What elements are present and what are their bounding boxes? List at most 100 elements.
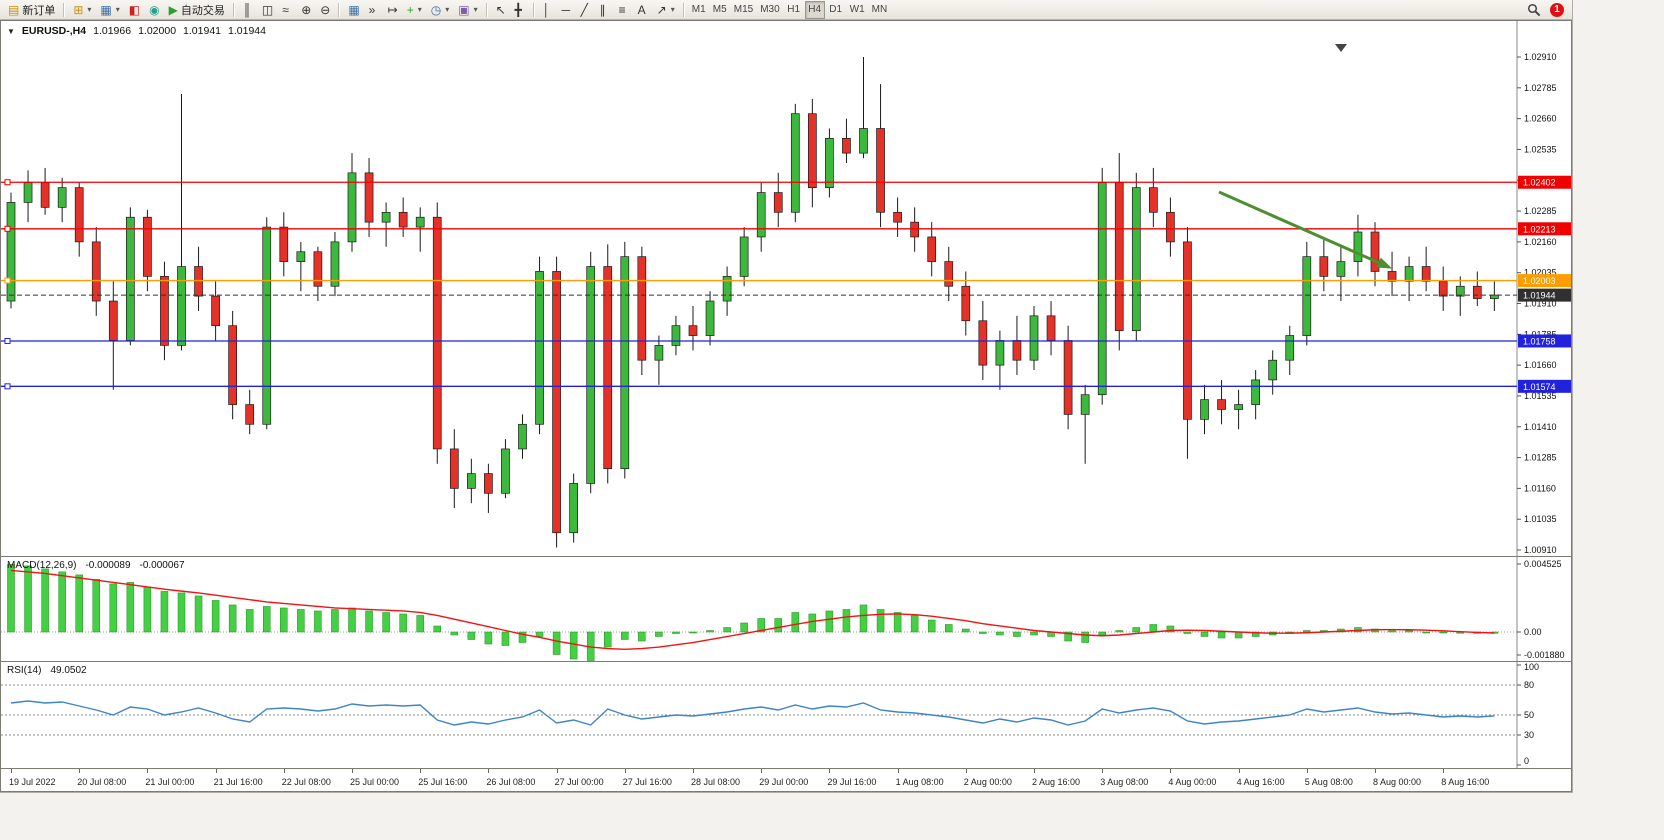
candlestick-button[interactable]: ◫ [258,1,277,19]
horizontal-line-button[interactable]: ─ [558,1,576,19]
channel-icon: ∥ [599,2,606,17]
trendline-button[interactable]: ╱ [577,1,595,19]
timeframe-button-h1[interactable]: H1 [784,1,804,19]
svg-text:1.00910: 1.00910 [1524,545,1557,555]
clock-icon: ◷ [430,2,442,17]
timeframe-button-h4[interactable]: H4 [804,0,825,19]
collapse-triangle-icon[interactable]: ▼ [7,26,15,36]
toolbar-separator [532,2,535,17]
periods-button[interactable]: ◷ ▾ [427,1,454,19]
macd-pane[interactable]: MACD(12,26,9) -0.000089 -0.000067 0.0045… [0,556,1572,662]
timeframe-button-m30[interactable]: M30 [757,1,782,19]
time-label: 8 Aug 16:00 [1441,777,1490,787]
profiles-icon: ▦ [100,2,112,17]
svg-text:0.00: 0.00 [1524,627,1542,637]
time-label: 8 Aug 00:00 [1373,777,1422,787]
zoom-in-button[interactable]: ⊕ [297,1,315,19]
macd-value-signal: -0.000067 [139,560,185,571]
notification-badge[interactable]: 1 [1550,2,1564,17]
time-label: 19 Jul 2022 [9,777,56,787]
macd-chart[interactable]: 0.004525 0.00 -0.001880 [1,557,1571,661]
svg-text:0.004525: 0.004525 [1524,559,1562,569]
time-label: 27 Jul 00:00 [554,777,604,787]
svg-text:1.02035: 1.02035 [1524,268,1557,278]
auto-trading-icon: ▶ [168,2,178,17]
auto-scroll-button[interactable]: » [365,1,383,19]
svg-text:1.02285: 1.02285 [1524,206,1557,216]
svg-text:1.01410: 1.01410 [1524,422,1557,432]
time-tick [897,769,899,773]
zoom-out-button[interactable]: ⊖ [316,1,334,19]
channel-button[interactable]: ∥ [596,1,614,19]
tile-windows-button[interactable]: ▦ [344,1,363,19]
svg-text:0: 0 [1524,756,1529,766]
text-button[interactable]: A [634,1,652,19]
time-axis[interactable]: 19 Jul 2022 20 Jul 08:00 21 Jul 00:00 21 Ju… [0,768,1572,792]
search-button[interactable] [1523,1,1545,19]
time-label: 21 Jul 00:00 [145,777,195,787]
rsi-chart[interactable]: 100 80 50 30 0 [1,662,1571,768]
templates-button[interactable]: ▣ ▾ [454,1,481,19]
svg-text:1.01758: 1.01758 [1523,336,1556,346]
mt4-window: ▤ 新订单 ⊞ ▾ ▦ ▾ ◧ ◉ ▶ 自动交易 ║ ◫ ≈ ⊕ ⊖ ▦ » ↦ +… [0,0,1573,793]
cursor-button[interactable]: ↖ [492,1,510,19]
new-order-button[interactable]: ▤ 新订单 [4,1,59,19]
profiles-button[interactable]: ▦ ▾ [96,1,123,19]
auto-trading-button[interactable]: ▶ 自动交易 [165,1,229,19]
toolbar-separator [682,2,685,17]
macd-label: MACD(12,26,9) [7,560,77,571]
time-label: 3 Aug 08:00 [1100,777,1149,787]
rsi-pane[interactable]: RSI(14) 49.0502 100 80 50 30 0 [0,661,1572,769]
chart-title: ▼ EURUSD-,H4 1.01966 1.02000 1.01941 1.0… [7,25,266,37]
svg-text:1.02003: 1.02003 [1523,276,1556,286]
bar-chart-icon: ║ [242,2,252,17]
navigator-button[interactable]: ◉ [145,1,163,19]
market-watch-button[interactable]: ◧ [125,1,144,19]
arrow-tool-icon: ↗ [656,2,667,17]
crosshair-button[interactable]: ╋ [511,1,529,19]
time-label: 26 Jul 08:00 [486,777,536,787]
line-chart-button[interactable]: ≈ [278,1,296,19]
bar-chart-button[interactable]: ║ [239,1,257,19]
vertical-line-button[interactable]: │ [539,1,557,19]
time-tick [420,769,422,773]
time-label: 4 Aug 16:00 [1236,777,1285,787]
market-watch-icon: ◧ [128,2,141,17]
time-label: 2 Aug 16:00 [1032,777,1081,787]
time-tick [1306,769,1308,773]
indicators-button[interactable]: + ▾ [403,1,426,19]
svg-text:1.02910: 1.02910 [1524,52,1557,62]
chevron-down-icon: ▾ [417,5,422,14]
timeframe-button-w1[interactable]: W1 [847,1,868,19]
svg-text:-0.001880: -0.001880 [1524,650,1565,660]
time-tick [1443,769,1445,773]
timeframe-button-m5[interactable]: M5 [710,1,730,19]
chevron-down-icon: ▾ [115,5,120,14]
new-chart-button[interactable]: ⊞ ▾ [69,1,95,19]
price-pane[interactable]: ▼ EURUSD-,H4 1.01966 1.02000 1.01941 1.0… [0,20,1572,557]
timeframe-button-m15[interactable]: M15 [731,1,756,19]
vertical-line-icon: │ [542,2,551,17]
macd-label-row: MACD(12,26,9) -0.000089 -0.000067 [7,560,185,571]
ohlc-close: 1.01944 [228,25,266,37]
chart-shift-button[interactable]: ↦ [384,1,402,19]
svg-text:1.02402: 1.02402 [1523,178,1556,188]
timeframe-button-d1[interactable]: D1 [826,1,846,19]
time-label: 5 Aug 08:00 [1304,777,1353,787]
arrows-button[interactable]: ↗ ▾ [653,1,679,19]
tile-windows-icon: ▦ [348,2,360,17]
svg-text:1.02660: 1.02660 [1524,114,1557,124]
fibonacci-button[interactable]: ≡ [615,1,633,19]
svg-text:1.01160: 1.01160 [1524,483,1556,493]
new-order-icon: ▤ [8,2,20,17]
svg-text:1.01785: 1.01785 [1524,329,1557,339]
cursor-icon: ↖ [495,2,506,17]
chevron-down-icon: ▾ [87,5,92,14]
timeframe-button-mn[interactable]: MN [869,1,891,19]
new-order-label: 新订单 [22,4,56,17]
candlestick-chart[interactable]: 1.029101.027851.026601.025351.024101.022… [1,21,1571,556]
timeframe-button-m1[interactable]: M1 [689,1,709,19]
time-tick [1238,769,1240,773]
time-tick [693,769,694,773]
zoom-out-icon: ⊖ [320,2,331,17]
